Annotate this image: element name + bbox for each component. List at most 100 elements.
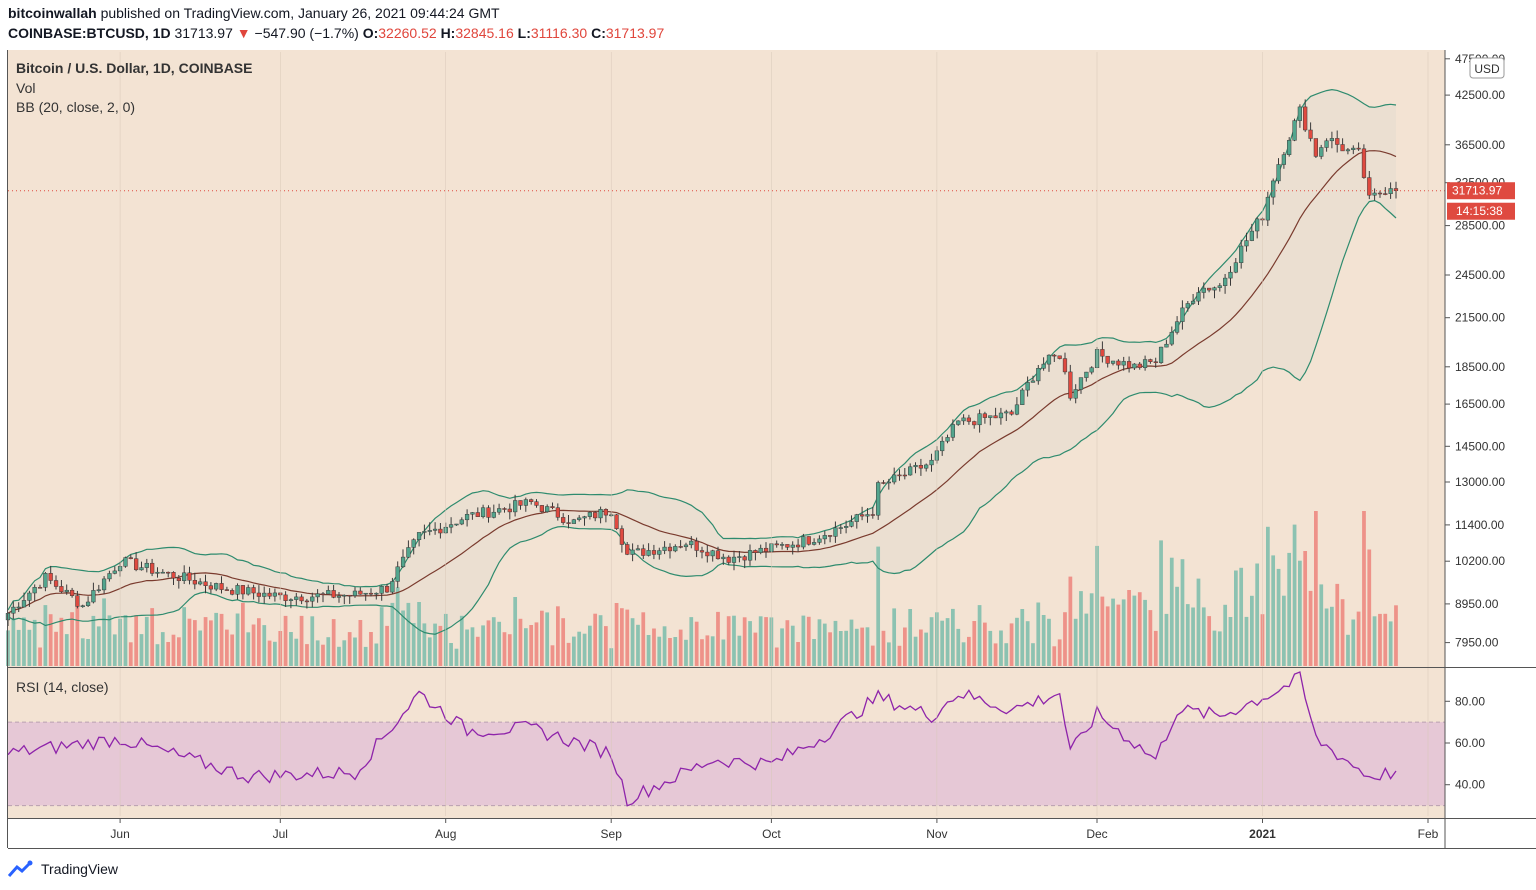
candle-body: [577, 517, 582, 520]
volume-bar: [1223, 604, 1228, 666]
volume-bar: [780, 628, 784, 666]
candle-body: [753, 550, 758, 553]
candle-body: [833, 527, 838, 537]
low-label: L:: [517, 25, 531, 41]
candle-body: [1153, 361, 1158, 363]
volume-bar: [363, 646, 368, 666]
candle-body: [854, 514, 859, 522]
volume-bar: [353, 637, 357, 666]
time-axis[interactable]: Jun Jul Aug Sep Oct Nov Dec 2021 Feb: [110, 52, 1439, 841]
candle-body: [187, 572, 192, 581]
volume-bar: [374, 643, 379, 666]
volume-bar: [1121, 599, 1126, 666]
candle-body: [1356, 147, 1361, 150]
candle-body: [539, 505, 544, 512]
volume-bar: [1271, 555, 1276, 666]
volume-bar: [310, 616, 315, 666]
candle-body: [497, 508, 502, 513]
candle-body: [550, 506, 555, 508]
volume-bar: [219, 613, 224, 666]
candle-body: [1313, 138, 1318, 157]
candle-body: [315, 593, 320, 598]
volume-bar: [540, 610, 544, 666]
candle-body: [817, 538, 822, 543]
last-price-tag-text: 31713.97: [1452, 184, 1502, 198]
candle-body: [406, 547, 411, 558]
tradingview-logo[interactable]: TradingView: [8, 860, 118, 878]
candle-body: [913, 465, 918, 468]
volume-bar: [630, 618, 635, 666]
legend-vol: Vol: [16, 80, 35, 96]
volume-bar: [1282, 595, 1286, 666]
candle-body: [982, 413, 987, 418]
high-label: H:: [440, 25, 456, 41]
volume-bar: [209, 620, 213, 666]
candle-body: [139, 567, 144, 571]
candle-body: [1196, 292, 1201, 302]
volume-bar: [1239, 567, 1244, 666]
candle-body: [1036, 368, 1041, 382]
candle-body: [924, 464, 929, 469]
price-axis[interactable]: 47500.0042500.0036500.0032500.0028500.00…: [1445, 52, 1505, 650]
candle-body: [198, 581, 203, 585]
candle-body: [299, 596, 304, 602]
candle-body: [438, 528, 443, 534]
candle-body: [64, 589, 69, 593]
candle-body: [545, 506, 550, 513]
volume-bar: [241, 602, 245, 666]
volume-bar: [1004, 643, 1009, 666]
candle-body: [1180, 307, 1185, 322]
candle-body: [208, 585, 213, 590]
candle-body: [747, 550, 753, 561]
volume-bar: [507, 634, 512, 666]
volume-bar: [1207, 616, 1212, 666]
author-name[interactable]: bitcoinwallah: [8, 5, 97, 21]
volume-bar: [892, 608, 897, 666]
candle-body: [641, 548, 646, 556]
volume-bar: [1351, 619, 1356, 666]
candle-body: [1335, 138, 1340, 145]
candle-body: [192, 580, 197, 585]
volume-bar: [91, 615, 96, 666]
volume-bar: [326, 637, 331, 666]
volume-bar: [1201, 607, 1206, 666]
candle-body: [534, 501, 539, 506]
candle-body: [1212, 287, 1217, 291]
volume-bar: [80, 638, 85, 666]
volume-bar: [1041, 615, 1046, 666]
volume-bar: [764, 617, 768, 666]
candle-body: [320, 593, 326, 595]
volume-bar: [203, 617, 208, 666]
close-label: C:: [591, 25, 606, 41]
volume-bar: [155, 644, 160, 666]
candle-body: [1062, 358, 1068, 373]
volume-bar: [881, 630, 886, 666]
volume-bar: [1340, 599, 1345, 666]
candle-body: [1190, 300, 1196, 304]
candle-body: [630, 549, 635, 555]
candle-body: [940, 440, 945, 452]
candle-body: [844, 526, 849, 528]
volume-bar: [481, 625, 485, 666]
candle-body: [390, 581, 395, 593]
volume-bar: [673, 637, 678, 666]
candle-body: [742, 556, 747, 561]
candle-body: [171, 572, 176, 579]
volume-bar: [379, 607, 384, 666]
volume-bar: [1378, 613, 1382, 666]
candle-body: [166, 571, 171, 574]
price-tick-label: 10200.00: [1455, 554, 1505, 568]
volume-bar: [700, 639, 704, 666]
volume-bar: [1148, 610, 1153, 666]
currency-badge[interactable]: [1469, 57, 1505, 79]
volume-bar: [1164, 613, 1169, 666]
candle-body: [977, 413, 982, 426]
candle-body: [69, 589, 75, 596]
volume-bar: [806, 616, 811, 666]
countdown-tag: [1447, 202, 1515, 220]
volume-bar: [390, 602, 395, 666]
volume-bar: [1250, 595, 1254, 666]
publish-date: published on TradingView.com, January 26…: [100, 5, 500, 21]
time-tick-label: Jun: [110, 827, 129, 841]
